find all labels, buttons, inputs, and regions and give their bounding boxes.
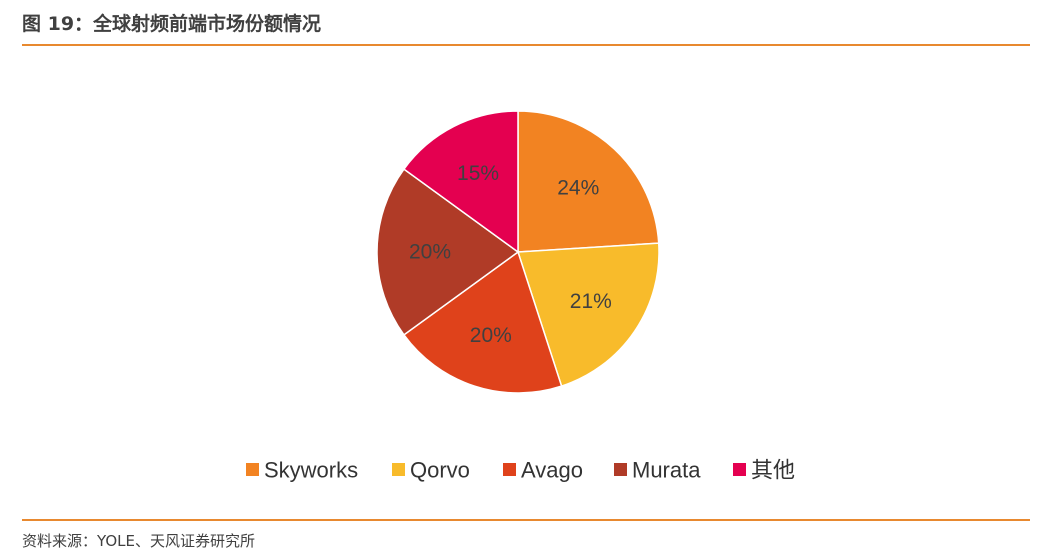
pie-slice-qorvo	[516, 242, 660, 388]
legend-swatch	[392, 463, 405, 476]
chart-legend: Skyworks Qorvo Avago Murata 其他	[246, 458, 795, 483]
pie-slice-murata	[376, 168, 520, 336]
pie-slice--	[402, 110, 519, 254]
pie-slices	[376, 110, 660, 394]
legend-swatch	[246, 463, 259, 476]
pie-slice-avago	[402, 250, 563, 394]
source-note: 资料来源：YOLE、天风证券研究所	[22, 532, 255, 550]
legend-label: Avago	[521, 458, 583, 483]
legend-label: Murata	[632, 458, 701, 483]
pie-data-label: 20%	[409, 241, 451, 264]
pie-data-labels: 24% 21% 20% 20% 15%	[409, 162, 612, 347]
source-divider	[22, 519, 1030, 521]
pie-slice-skyworks	[517, 110, 660, 253]
legend-label: Qorvo	[410, 458, 470, 483]
legend-label: Skyworks	[264, 458, 358, 483]
legend-swatch	[733, 463, 746, 476]
legend-swatch	[614, 463, 627, 476]
pie-data-label: 15%	[457, 162, 499, 185]
title-divider	[22, 44, 1030, 46]
pie-data-label: 24%	[557, 176, 599, 199]
legend-swatch	[503, 463, 516, 476]
legend-label: 其他	[751, 458, 795, 483]
figure-title: 图 19：全球射频前端市场份额情况	[22, 13, 322, 35]
pie-data-label: 21%	[570, 290, 612, 313]
pie-data-label: 20%	[470, 324, 512, 347]
